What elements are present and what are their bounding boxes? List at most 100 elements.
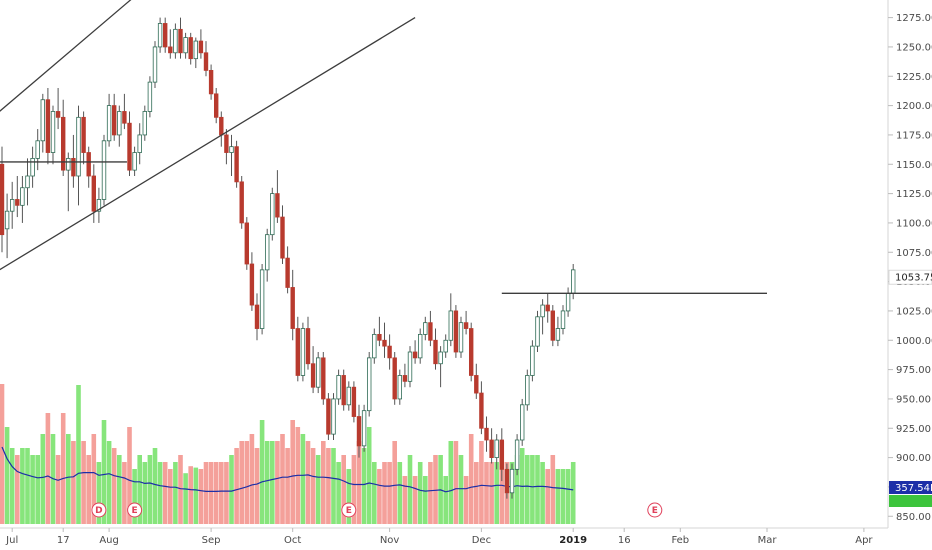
svg-text:E: E xyxy=(652,506,658,516)
price-axis: 1275.00 1250.00 1225.00 1200.00 1175.00 1150.… xyxy=(888,13,932,523)
time-tick-label: Jul xyxy=(5,535,18,546)
candle xyxy=(560,305,566,335)
event-badge[interactable]: D xyxy=(91,502,107,518)
event-badge[interactable]: E xyxy=(341,502,357,518)
volume-bar xyxy=(270,441,275,524)
volume-bar xyxy=(117,455,122,524)
candle xyxy=(40,93,45,153)
volume-bar xyxy=(499,441,505,524)
candle xyxy=(127,111,132,176)
candle xyxy=(137,123,142,165)
candle xyxy=(489,428,494,464)
candle xyxy=(504,463,510,499)
candle xyxy=(295,316,300,382)
candle xyxy=(244,217,249,270)
candle xyxy=(412,340,418,364)
price-tick-label: 1225.00 xyxy=(896,72,932,83)
candle xyxy=(30,146,35,188)
volume-bar xyxy=(81,441,86,524)
volume-bar xyxy=(560,469,566,524)
volume-bar xyxy=(463,476,469,524)
candle xyxy=(4,193,10,259)
candle xyxy=(183,32,188,59)
volume-bar xyxy=(290,420,295,524)
volume-bar xyxy=(0,384,5,524)
event-badge[interactable]: E xyxy=(647,502,663,518)
volume-bar xyxy=(448,441,454,524)
price-tick-label: 1200.00 xyxy=(896,101,932,112)
volume-bar xyxy=(25,448,30,524)
volume-bar xyxy=(545,469,550,524)
candle xyxy=(372,328,377,364)
volume-bar xyxy=(310,448,316,524)
candle xyxy=(366,352,372,417)
volume-bar xyxy=(239,441,244,524)
candle xyxy=(229,134,234,176)
candle xyxy=(96,187,102,223)
volume-bar xyxy=(254,448,260,524)
trendlines-layer xyxy=(0,0,767,294)
volume-bar xyxy=(540,462,545,524)
candle xyxy=(198,29,204,59)
candle xyxy=(433,328,438,370)
candle xyxy=(453,305,459,358)
candle xyxy=(326,393,331,440)
volume-bar xyxy=(132,469,137,524)
price-tick-label: 1175.00 xyxy=(896,130,932,141)
candle xyxy=(525,369,530,411)
volume-ma-label: 357.54K xyxy=(889,481,932,507)
volume-bar xyxy=(76,385,81,524)
volume-bar xyxy=(178,455,183,524)
candle xyxy=(514,434,520,476)
price-tick-label: 1025.00 xyxy=(896,306,932,317)
volume-bar xyxy=(443,476,448,524)
channel-upper-line[interactable] xyxy=(0,0,186,112)
price-tick-label: 975.00 xyxy=(896,365,931,376)
volume-bar xyxy=(137,455,142,524)
volume-bar xyxy=(382,462,387,524)
volume-bar xyxy=(356,441,362,524)
candle xyxy=(122,93,127,130)
volume-bar xyxy=(494,462,499,524)
time-tick-label: Nov xyxy=(380,535,400,546)
volume-bar xyxy=(453,441,459,524)
volume-bar xyxy=(428,462,433,524)
candle xyxy=(535,310,540,352)
candle xyxy=(474,363,479,399)
volume-bar xyxy=(326,448,331,524)
price-tick-label: 1150.00 xyxy=(896,160,932,171)
candle xyxy=(25,158,30,206)
candle xyxy=(530,340,535,382)
candle xyxy=(117,105,122,147)
volume-bar xyxy=(20,448,25,524)
volume-bar xyxy=(66,434,71,524)
candle xyxy=(428,310,433,347)
candle xyxy=(15,176,20,218)
candle xyxy=(351,381,357,423)
candle xyxy=(219,111,224,147)
candle xyxy=(565,287,571,317)
price-tick-label: 1075.00 xyxy=(896,248,932,259)
volume-bar xyxy=(468,434,474,524)
time-tick-label: Dec xyxy=(472,535,491,546)
candle xyxy=(55,88,61,130)
volume-bar xyxy=(244,441,250,524)
volume-bar xyxy=(147,455,153,524)
volume-bar xyxy=(9,448,15,524)
candle xyxy=(224,129,229,165)
volume-bar xyxy=(193,467,199,524)
volume-bar xyxy=(397,462,403,524)
time-axis: Jul 17 Aug Sep Oct Nov Dec 2019 16 Feb Mar Apr xyxy=(5,528,873,546)
candle xyxy=(336,369,341,405)
channel-lower-line[interactable] xyxy=(0,17,416,271)
candle xyxy=(20,176,25,223)
candle xyxy=(423,316,428,341)
volume-bar xyxy=(183,473,188,524)
candle xyxy=(509,463,515,499)
event-badge[interactable]: E xyxy=(127,502,143,518)
price-tick-label: 900.00 xyxy=(896,453,931,464)
svg-text:357.54K: 357.54K xyxy=(895,483,932,494)
volume-bar xyxy=(234,448,239,524)
candle xyxy=(361,404,367,452)
